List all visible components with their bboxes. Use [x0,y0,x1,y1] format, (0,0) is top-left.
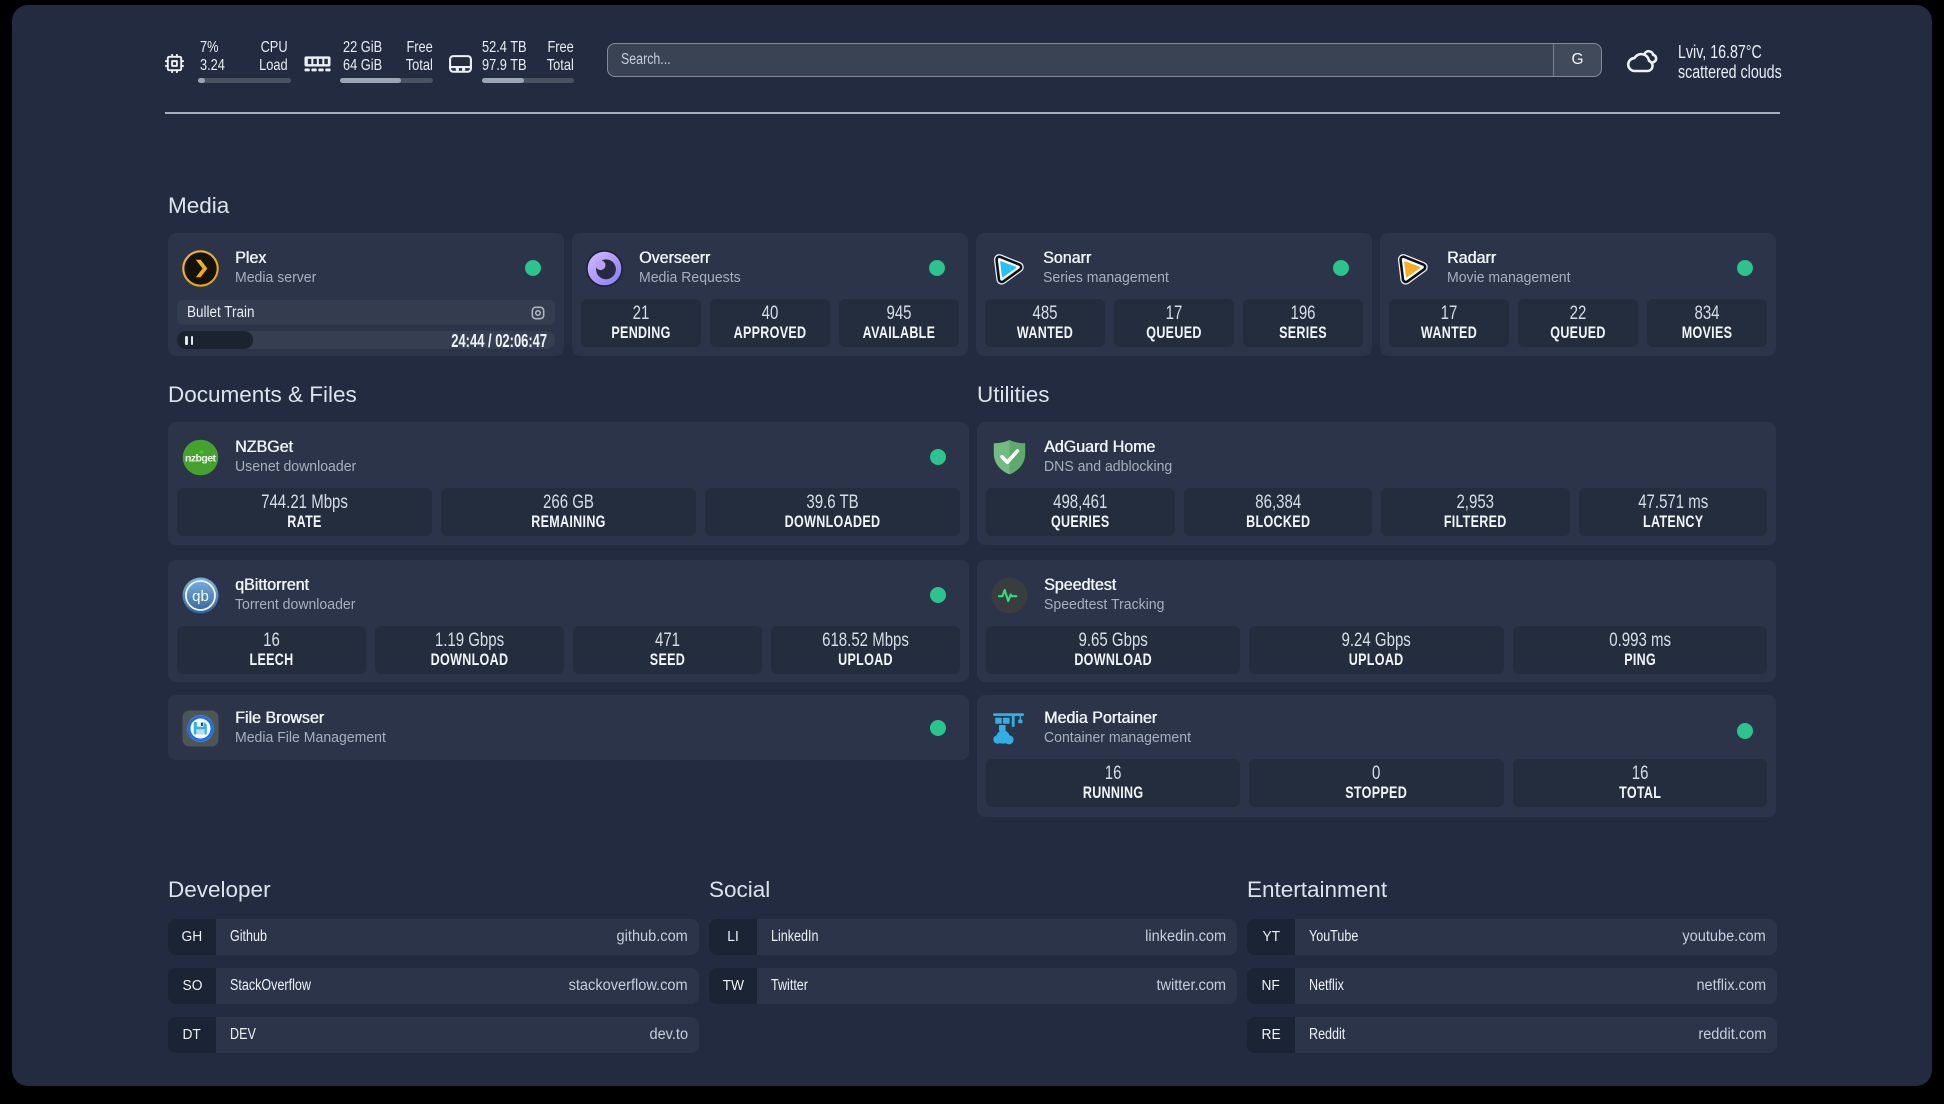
svg-text:nzbget: nzbget [185,452,217,464]
svg-text:qb: qb [192,588,209,605]
